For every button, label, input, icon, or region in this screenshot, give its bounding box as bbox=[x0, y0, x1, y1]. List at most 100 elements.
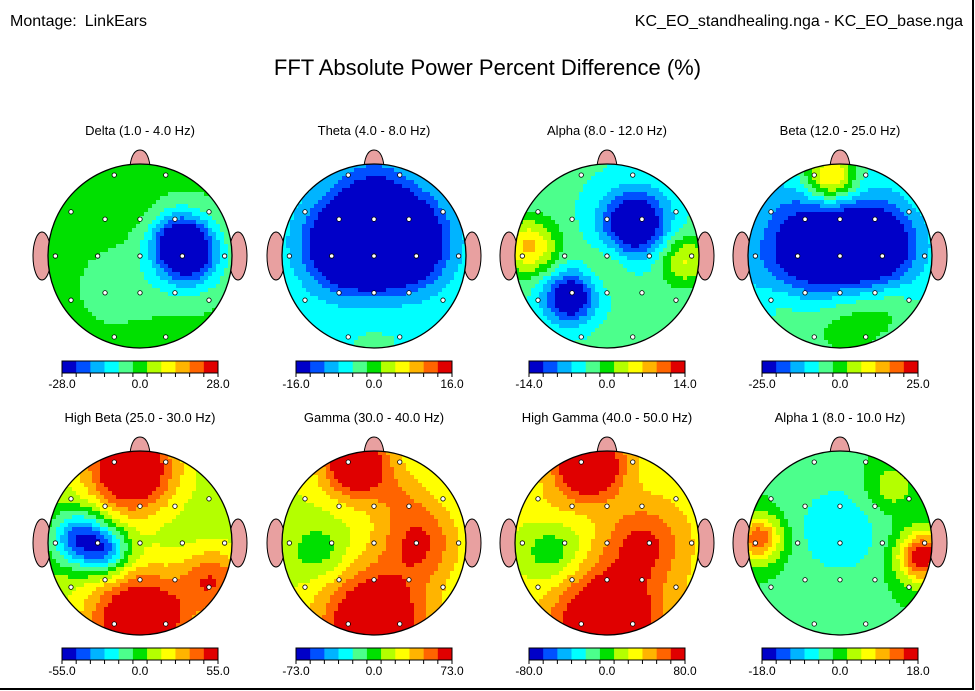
tick-label: 28.0 bbox=[206, 377, 230, 391]
electrode-marker bbox=[52, 253, 58, 259]
electrode-marker bbox=[535, 584, 541, 590]
colorbar bbox=[61, 647, 219, 664]
electrode-marker bbox=[906, 584, 912, 590]
electrode-marker bbox=[535, 297, 541, 303]
topomap bbox=[266, 149, 482, 377]
electrode-marker bbox=[535, 496, 541, 502]
tick-label: -25.0 bbox=[748, 377, 776, 391]
electrode-marker bbox=[768, 209, 774, 215]
electrode-marker bbox=[336, 503, 342, 509]
head-outline bbox=[281, 163, 467, 349]
colorbar bbox=[295, 360, 453, 377]
montage-value: LinkEars bbox=[84, 13, 147, 30]
power-field bbox=[748, 164, 932, 348]
electrode-marker bbox=[111, 621, 117, 627]
electrode-marker bbox=[406, 503, 412, 509]
electrode-marker bbox=[163, 172, 169, 178]
electrode-marker bbox=[604, 540, 610, 546]
electrode-marker bbox=[639, 216, 645, 222]
colorbar bbox=[528, 647, 686, 664]
electrode-marker bbox=[879, 540, 885, 546]
electrode-marker bbox=[837, 290, 843, 296]
colorbar bbox=[61, 360, 219, 377]
electrode-marker bbox=[906, 209, 912, 215]
electrode-marker bbox=[413, 540, 419, 546]
electrode-marker bbox=[172, 216, 178, 222]
colorbar bbox=[761, 360, 919, 377]
electrode-marker bbox=[863, 334, 869, 340]
head-outline bbox=[47, 450, 233, 636]
electrode-marker bbox=[630, 459, 636, 465]
electrode-marker bbox=[371, 290, 377, 296]
nose bbox=[129, 436, 151, 454]
electrode-marker bbox=[302, 297, 308, 303]
electrode-marker bbox=[371, 216, 377, 222]
electrode-marker bbox=[837, 253, 843, 259]
electrode-marker bbox=[639, 577, 645, 583]
electrode-marker bbox=[646, 253, 652, 259]
topomap bbox=[266, 436, 482, 664]
electrode-marker bbox=[795, 540, 801, 546]
electrode-marker bbox=[604, 216, 610, 222]
electrode-marker bbox=[578, 334, 584, 340]
nose bbox=[363, 149, 385, 167]
electrode-marker bbox=[163, 459, 169, 465]
electrode-marker bbox=[630, 172, 636, 178]
electrode-marker bbox=[630, 621, 636, 627]
electrode-marker bbox=[863, 172, 869, 178]
electrode-marker bbox=[179, 253, 185, 259]
electrode-marker bbox=[906, 496, 912, 502]
electrode-marker bbox=[604, 290, 610, 296]
electrode-marker bbox=[768, 584, 774, 590]
tick-label: -55.0 bbox=[48, 664, 76, 678]
electrode-marker bbox=[179, 540, 185, 546]
topomap bbox=[732, 149, 948, 377]
electrode-marker bbox=[222, 253, 228, 259]
electrode-marker bbox=[95, 540, 101, 546]
electrode-marker bbox=[922, 253, 928, 259]
electrode-marker bbox=[752, 253, 758, 259]
electrode-marker bbox=[345, 459, 351, 465]
tick-label: 0.0 bbox=[598, 664, 616, 678]
topomap bbox=[732, 436, 948, 664]
topomap bbox=[32, 149, 248, 377]
electrode-marker bbox=[172, 577, 178, 583]
electrode-marker bbox=[206, 297, 212, 303]
electrode-marker bbox=[111, 459, 117, 465]
electrode-marker bbox=[336, 290, 342, 296]
electrode-marker bbox=[562, 253, 568, 259]
electrode-marker bbox=[578, 621, 584, 627]
head-outline bbox=[747, 163, 933, 349]
tick-label: -80.0 bbox=[515, 664, 543, 678]
band-title: High Beta (25.0 - 30.0 Hz) bbox=[64, 410, 216, 425]
tick-label: 25.0 bbox=[906, 377, 930, 391]
electrode-marker bbox=[689, 540, 695, 546]
tick-label: 18.0 bbox=[906, 664, 930, 678]
nose bbox=[363, 436, 385, 454]
electrode-marker bbox=[872, 577, 878, 583]
electrode-marker bbox=[752, 540, 758, 546]
electrode-marker bbox=[102, 503, 108, 509]
electrode-marker bbox=[329, 540, 335, 546]
tick-label: 73.0 bbox=[440, 664, 464, 678]
electrode-marker bbox=[456, 540, 462, 546]
electrode-marker bbox=[768, 297, 774, 303]
tick-label: -28.0 bbox=[48, 377, 76, 391]
power-field bbox=[48, 164, 232, 348]
montage-label: Montage: bbox=[10, 13, 77, 30]
electrode-marker bbox=[286, 540, 292, 546]
band-title: Beta (12.0 - 25.0 Hz) bbox=[779, 123, 901, 138]
electrode-marker bbox=[137, 540, 143, 546]
electrode-marker bbox=[137, 253, 143, 259]
electrode-marker bbox=[406, 577, 412, 583]
electrode-marker bbox=[795, 253, 801, 259]
electrode-marker bbox=[604, 577, 610, 583]
electrode-marker bbox=[604, 503, 610, 509]
electrode-marker bbox=[440, 496, 446, 502]
electrode-marker bbox=[569, 216, 575, 222]
tick-label: 14.0 bbox=[673, 377, 697, 391]
topomap bbox=[499, 436, 715, 664]
electrode-marker bbox=[562, 540, 568, 546]
band-title: Theta (4.0 - 8.0 Hz) bbox=[317, 123, 431, 138]
